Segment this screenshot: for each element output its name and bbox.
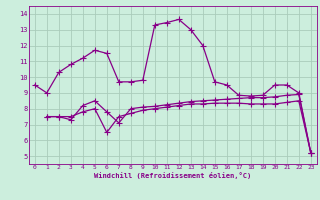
X-axis label: Windchill (Refroidissement éolien,°C): Windchill (Refroidissement éolien,°C) [94, 172, 252, 179]
